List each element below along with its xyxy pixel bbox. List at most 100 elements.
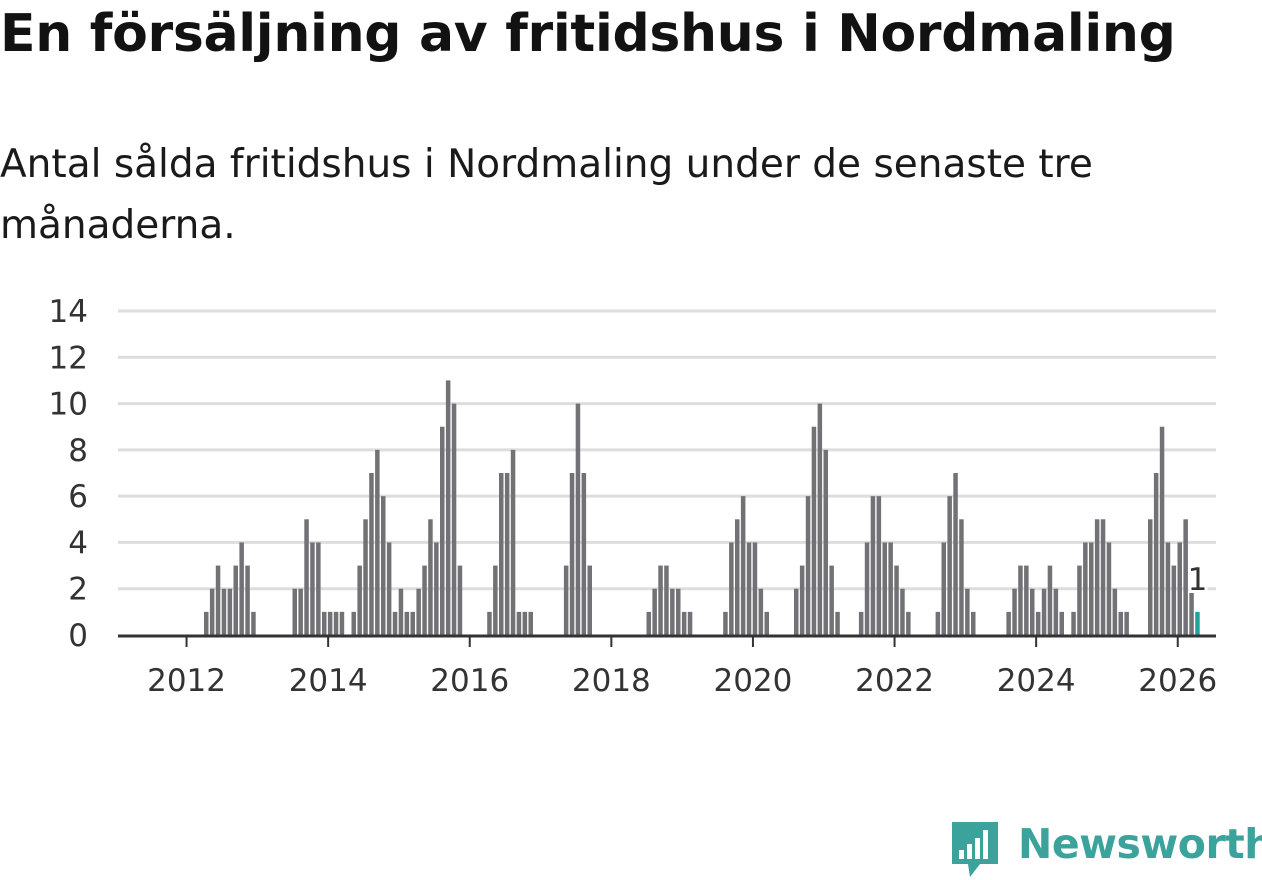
bar	[817, 403, 823, 635]
bar	[316, 542, 321, 635]
bar	[1100, 519, 1106, 635]
bar	[1159, 426, 1165, 635]
bar	[1171, 565, 1177, 635]
bar	[440, 426, 445, 635]
bar	[381, 496, 386, 635]
x-tick-label: 2012	[147, 663, 226, 699]
bar	[1018, 565, 1023, 635]
bar	[799, 565, 805, 635]
bar	[587, 565, 592, 635]
bar	[1165, 542, 1171, 635]
bar	[239, 542, 244, 635]
bar	[1030, 588, 1035, 635]
bar	[947, 496, 952, 635]
bar	[445, 380, 451, 635]
y-axis-ticks: 0 2 4 6 8 10 12 14	[49, 294, 88, 654]
bar	[292, 588, 297, 635]
y-tick-label: 8	[68, 433, 88, 469]
bar	[404, 611, 410, 635]
bar	[658, 565, 663, 635]
bar	[1077, 565, 1082, 635]
bars	[118, 380, 1216, 638]
bar	[646, 611, 651, 635]
bar	[251, 611, 256, 635]
bar	[510, 449, 516, 635]
bar	[504, 473, 510, 635]
bar	[965, 588, 970, 635]
bar	[1071, 611, 1076, 635]
bar	[811, 426, 817, 635]
bar	[1177, 542, 1182, 635]
bar	[1112, 588, 1118, 635]
bar	[516, 611, 522, 635]
bar	[386, 542, 392, 635]
bar-chart-speech-bubble-icon	[952, 822, 998, 877]
bar	[1106, 542, 1112, 635]
bar	[746, 542, 752, 635]
bar	[1041, 588, 1047, 635]
bar	[971, 611, 976, 635]
bar	[422, 565, 427, 635]
bar	[758, 588, 764, 635]
y-tick-label: 4	[68, 525, 88, 561]
bar	[363, 519, 368, 635]
x-tick-label: 2020	[713, 663, 792, 699]
chart-subtitle: Antal sålda fritidshus i Nordmaling unde…	[0, 142, 1093, 248]
bar	[1035, 611, 1041, 635]
bar	[410, 611, 415, 635]
bar	[1089, 542, 1094, 635]
bar	[935, 611, 941, 635]
bar	[794, 588, 799, 635]
y-tick-label: 2	[68, 572, 88, 608]
y-tick-label: 10	[49, 387, 88, 423]
bar	[888, 542, 893, 635]
bar	[428, 519, 433, 635]
bar	[1148, 519, 1153, 635]
bar	[528, 611, 533, 635]
bar	[1047, 565, 1053, 635]
bar	[1053, 588, 1059, 635]
bar	[398, 588, 404, 635]
bar	[221, 588, 227, 635]
bar-highlight	[1195, 611, 1200, 635]
bar	[664, 565, 669, 635]
bar	[575, 403, 581, 635]
bar	[864, 542, 870, 635]
bar	[357, 565, 362, 635]
x-tick-label: 2018	[572, 663, 651, 699]
bar	[829, 565, 834, 635]
bar-chart: 0 2 4 6 8 10 12 14 2012 2014 2016 2018 2020 2022 2024…	[49, 294, 1218, 699]
bar	[581, 473, 587, 635]
y-tick-label: 0	[68, 618, 88, 654]
bar	[941, 542, 946, 635]
bar	[322, 611, 327, 635]
bar	[740, 496, 746, 635]
brand-name: Newsworthy	[1018, 820, 1262, 868]
bar	[369, 473, 374, 635]
bar	[764, 611, 769, 635]
bar	[327, 611, 333, 635]
x-tick-label: 2022	[855, 663, 934, 699]
bar	[835, 611, 840, 635]
annotations: 1	[1185, 559, 1211, 601]
bar	[563, 565, 569, 635]
bar	[723, 611, 728, 635]
bar	[451, 403, 457, 635]
x-tick-label: 2016	[430, 663, 509, 699]
bar	[805, 496, 811, 635]
bar	[876, 496, 882, 635]
bar	[209, 588, 215, 635]
bar	[1094, 519, 1100, 635]
bar	[1006, 611, 1011, 635]
bar	[681, 611, 687, 635]
bar	[894, 565, 899, 635]
bar	[204, 611, 209, 635]
bar	[752, 542, 758, 635]
bar	[735, 519, 740, 635]
bar	[858, 611, 864, 635]
bar	[245, 565, 250, 635]
bar	[227, 588, 233, 635]
bar	[375, 449, 380, 635]
bar	[434, 542, 439, 635]
x-tick-label: 2014	[289, 663, 368, 699]
